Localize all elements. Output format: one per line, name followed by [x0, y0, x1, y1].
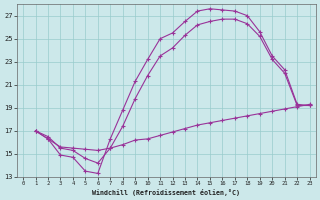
X-axis label: Windchill (Refroidissement éolien,°C): Windchill (Refroidissement éolien,°C) — [92, 189, 240, 196]
